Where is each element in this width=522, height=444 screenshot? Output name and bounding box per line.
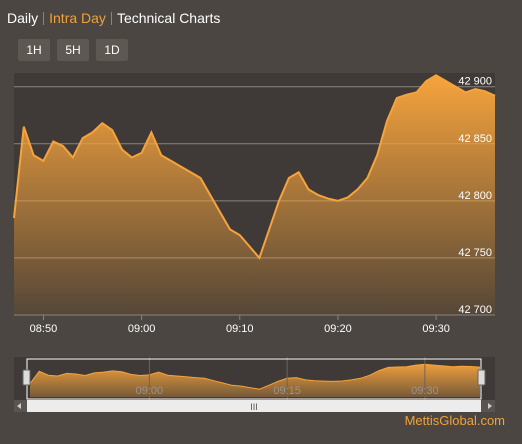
y-tick-label: 42 850 [458, 133, 492, 145]
tab-separator [110, 11, 112, 25]
x-axis-ticks: 08:50 09:00 09:10 09:20 09:30 [30, 315, 450, 335]
tab-intra-day[interactable]: Intra Day [49, 10, 106, 26]
navigator-x-label: 09:30 [411, 385, 439, 397]
y-tick-label: 42 900 [458, 76, 492, 88]
x-tick-label: 09:10 [226, 323, 254, 335]
scrollbar-thumb[interactable] [27, 400, 481, 412]
y-tick-label: 42 750 [458, 247, 492, 259]
x-tick-label: 09:20 [324, 323, 352, 335]
series-line [13, 74, 496, 260]
series-area [14, 75, 495, 315]
y-tick-label: 42 800 [458, 190, 492, 202]
navigator-area [30, 364, 480, 397]
x-tick-label: 09:30 [422, 323, 450, 335]
navigator-line [29, 363, 481, 390]
view-tabs: Daily Intra Day Technical Charts [7, 10, 220, 26]
range-selector: 1H 5H 1D [18, 39, 128, 61]
tab-daily[interactable]: Daily [7, 10, 39, 26]
scrollbar: III [14, 400, 495, 412]
navigator-left-handle[interactable] [22, 369, 31, 386]
navigator-x-labels: 09:00 09:15 09:30 [136, 357, 439, 400]
range-1h-button[interactable]: 1H [18, 39, 50, 61]
y-tick-label: 42 700 [458, 304, 492, 316]
watermark: MettisGlobal.com [404, 413, 505, 428]
x-tick-label: 09:00 [128, 323, 156, 335]
range-1d-button[interactable]: 1D [96, 39, 128, 61]
tab-technical-charts[interactable]: Technical Charts [116, 10, 221, 26]
tab-separator [43, 11, 45, 25]
navigator-x-label: 09:15 [273, 385, 301, 397]
scroll-right-icon[interactable] [488, 403, 492, 409]
x-tick-label: 08:50 [30, 323, 58, 335]
y-axis-labels: 42 700 42 750 42 800 42 850 42 900 [458, 76, 492, 316]
navigator-x-label: 09:00 [136, 385, 164, 397]
scrollbar-grip: III [250, 402, 258, 412]
navigator-right-handle[interactable] [477, 369, 486, 386]
scroll-left-icon[interactable] [17, 403, 21, 409]
navigator: 09:00 09:15 09:30 [14, 357, 495, 400]
range-5h-button[interactable]: 5H [57, 39, 89, 61]
